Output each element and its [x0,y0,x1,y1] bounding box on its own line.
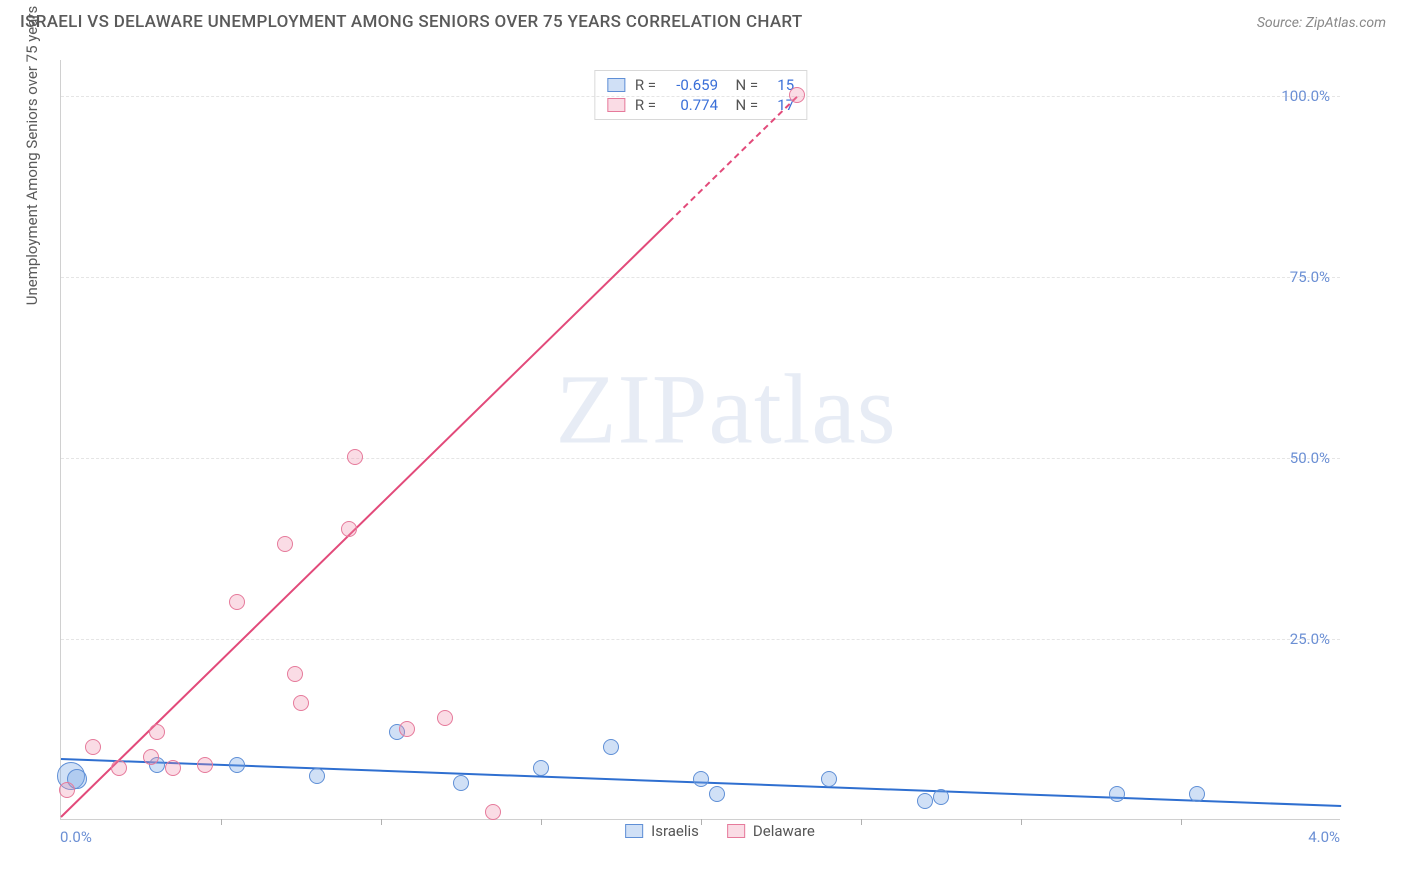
data-point [287,666,303,682]
legend-swatch [607,78,625,92]
legend: Israelis Delaware [625,822,815,840]
chart-header: ISRAELI VS DELAWARE UNEMPLOYMENT AMONG S… [0,0,1406,40]
y-tick-label: 75.0% [1290,268,1330,286]
x-tick-label: 0.0% [60,828,92,846]
data-point [229,757,245,773]
data-point [111,760,127,776]
y-tick-label: 50.0% [1290,449,1330,467]
data-point [197,757,213,773]
chart-area: Unemployment Among Seniors over 75 years… [50,50,1390,842]
stat-n-label: N = [728,96,758,114]
gridline [61,639,1340,640]
data-point [485,804,501,820]
data-point [85,739,101,755]
data-point [821,771,837,787]
data-point [341,521,357,537]
data-point [917,793,933,809]
stats-row: R =-0.659 N =15 [607,75,794,95]
x-tick [381,819,382,825]
y-axis-title: Unemployment Among Seniors over 75 years [23,6,41,305]
data-point [165,760,181,776]
stat-r-label: R = [635,96,656,114]
stat-r-label: R = [635,76,656,94]
x-tick [1181,819,1182,825]
data-point [437,710,453,726]
data-point [1189,786,1205,802]
legend-swatch [625,824,643,838]
stats-box: R =-0.659 N =15R =0.774 N =17 [594,70,807,120]
stats-row: R =0.774 N =17 [607,95,794,115]
legend-item: Israelis [625,822,699,840]
data-point [603,739,619,755]
y-tick-label: 25.0% [1290,630,1330,648]
data-point [347,449,363,465]
stat-n-label: N = [728,76,758,94]
data-point [693,771,709,787]
x-tick [221,819,222,825]
data-point [399,721,415,737]
data-point [143,749,159,765]
gridline [61,96,1340,97]
x-tick-label: 4.0% [1308,828,1340,846]
data-point [149,724,165,740]
chart-title: ISRAELI VS DELAWARE UNEMPLOYMENT AMONG S… [20,12,803,32]
legend-label: Delaware [753,822,815,840]
y-tick-label: 100.0% [1281,87,1330,105]
chart-source: Source: ZipAtlas.com [1257,15,1386,31]
gridline [61,277,1340,278]
data-point [229,594,245,610]
data-point [293,695,309,711]
data-point [59,782,75,798]
data-point [933,789,949,805]
data-point [533,760,549,776]
data-point [709,786,725,802]
legend-swatch [607,98,625,112]
x-tick [541,819,542,825]
stat-r-value: 0.774 [666,96,718,114]
x-tick [861,819,862,825]
gridline [61,458,1340,459]
data-point [309,768,325,784]
legend-label: Israelis [651,822,699,840]
stat-r-value: -0.659 [666,76,718,94]
data-point [453,775,469,791]
data-point [277,536,293,552]
data-point [789,87,805,103]
data-point [1109,786,1125,802]
watermark: ZIPatlas [555,352,896,467]
legend-swatch [727,824,745,838]
x-tick [1021,819,1022,825]
legend-item: Delaware [727,822,815,840]
plot-region: ZIPatlas R =-0.659 N =15R =0.774 N =17 2… [60,60,1340,820]
